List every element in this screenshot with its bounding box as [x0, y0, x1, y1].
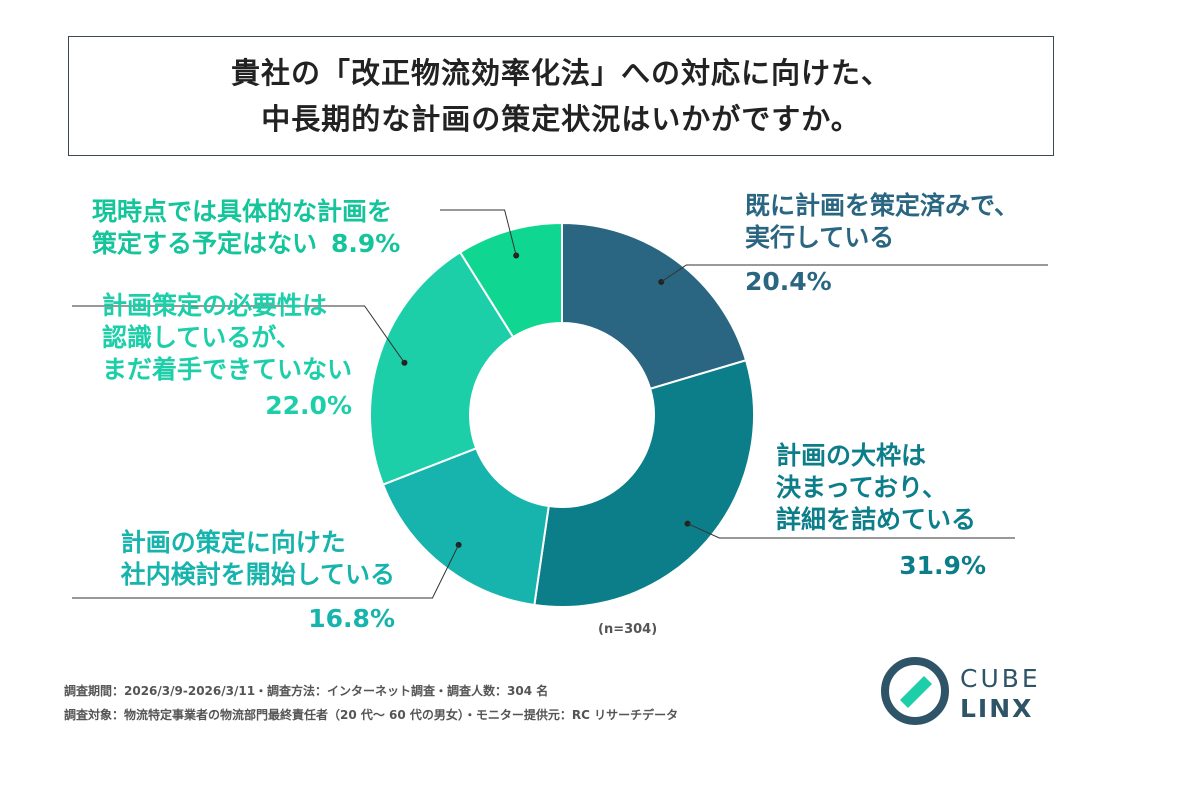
slice-pct: 31.9% [899, 551, 986, 580]
slice-pct: 22.0% [265, 391, 352, 420]
sample-size-note: (n=304) [598, 622, 658, 637]
slice-label-line: 現時点では具体的な計画を [92, 197, 393, 226]
slice-pct: 8.9% [331, 229, 401, 258]
slice-label-line: 決まっており、 [776, 473, 948, 502]
logo-text-linx: LINX [960, 694, 1034, 723]
slice-label-line: 実行している [745, 223, 895, 252]
slice-pct: 16.8% [308, 604, 395, 633]
leader-line [660, 264, 1048, 283]
slice-label-kentou: 計画の策定に向けた 社内検討を開始している 16.8% [121, 527, 395, 635]
leader-line [72, 305, 405, 363]
leader-line [440, 209, 517, 256]
slice-label-line: 社内検討を開始している [120, 560, 395, 589]
leader-line [687, 523, 1015, 539]
logo-text-cube: CUBE [960, 664, 1041, 693]
slice-label-line: 計画の大枠は [776, 441, 927, 470]
slice-label-line: 策定する予定はない 8.9% [92, 228, 400, 260]
slice-label-line: 計画の策定に向けた [120, 528, 346, 557]
slice-label-line: 既に計画を策定済みで、 [745, 191, 1020, 220]
donut-slice [533, 359, 755, 608]
slice-pct: 20.4% [745, 267, 832, 296]
slice-label-line: 計画策定の必要性は [101, 291, 327, 320]
survey-period-note: 調査期間：2026/3/9-2026/3/11・調査方法：インターネット調査・調… [64, 684, 549, 698]
cube-linx-logo: CUBE LINX [880, 656, 1060, 726]
title-line-2: 中長期的な計画の策定状況はいかがですか。 [261, 102, 861, 136]
title-line-1: 貴社の「改正物流効率化法」への対応に向けた、 [230, 56, 891, 90]
title-box: 貴社の「改正物流効率化法」への対応に向けた、 中長期的な計画の策定状況はいかがで… [68, 36, 1054, 156]
slice-label-mityakushu: 計画策定の必要性は 認識しているが、 まだ着手できていない 22.0% [102, 290, 352, 422]
slice-label-line: 認識しているが、 [101, 323, 301, 352]
donut-slice [369, 250, 515, 486]
survey-target-note: 調査対象：物流特定事業者の物流部門最終責任者（20 代〜 60 代の男女）・モニ… [64, 708, 679, 722]
slice-label-jikkou: 既に計画を策定済みで、 実行している 20.4% [745, 190, 1019, 298]
slice-label-yoteinashi: 現時点では具体的な計画を 策定する予定はない 8.9% [92, 196, 400, 260]
donut-slice [561, 221, 748, 391]
slice-label-taiwaku: 計画の大枠は 決まっており、 詳細を詰めている 31.9% [776, 440, 986, 582]
donut-slice [458, 221, 563, 339]
leader-line [72, 544, 460, 599]
slice-label-line: 策定する予定はない [92, 229, 318, 258]
slice-label-line: まだ着手できていない [101, 355, 352, 384]
donut-slice [381, 447, 550, 607]
logo-mark-icon [881, 657, 949, 725]
slice-label-line: 詳細を詰めている [776, 505, 977, 534]
